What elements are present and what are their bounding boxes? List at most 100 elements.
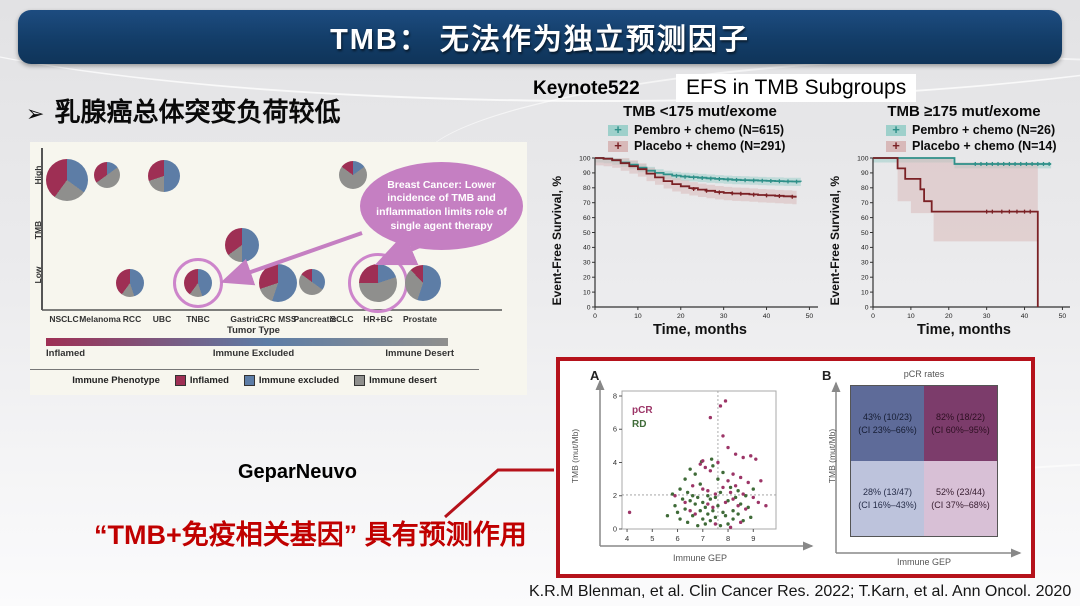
x-axis-label: Tumor Type [227, 325, 280, 336]
gradient-label-desert: Immune Desert [385, 348, 454, 359]
svg-text:10: 10 [907, 313, 915, 320]
pie-ubc [148, 160, 180, 192]
pie-pancreatic [299, 269, 325, 295]
quadrant-top-left: 43% (10/23) (CI 23%–66%) [851, 386, 924, 461]
pie-melanoma [94, 162, 120, 188]
panel-a-label: A [590, 368, 600, 383]
svg-text:50: 50 [806, 313, 814, 320]
svg-text:50: 50 [1059, 313, 1067, 320]
svg-text:50: 50 [861, 230, 869, 237]
category-tnbc: TNBC [186, 314, 210, 324]
svg-text:50: 50 [583, 230, 591, 237]
pembro-swatch: + [608, 123, 628, 136]
scatter-x-axis-label: Immune GEP [672, 553, 728, 563]
immune-phenotype-gradient-bar [46, 338, 448, 346]
svg-text:6: 6 [675, 534, 679, 543]
pie-prostate [405, 265, 441, 301]
svg-text:30: 30 [583, 260, 591, 267]
category-pancreatic: Pancreatic [293, 314, 337, 324]
svg-text:2: 2 [613, 491, 617, 500]
svg-text:4: 4 [625, 534, 629, 543]
pie-crc-mss [259, 264, 297, 302]
bullet-arrow-icon: ➢ [26, 101, 45, 126]
svg-text:60: 60 [583, 215, 591, 222]
category-melanoma: Melanoma [79, 314, 121, 324]
y-tick-high: High [33, 165, 43, 185]
svg-text:9: 9 [751, 534, 755, 543]
bullet-line: ➢ 乳腺癌总体突变负荷较低 [26, 92, 340, 129]
quadrant-title: pCR rates [903, 369, 945, 379]
legend-item-inflamed: Inflamed [174, 375, 229, 386]
tmb-gep-scatter: 0 2 4 6 8 4 5 6 7 8 9 [595, 379, 814, 551]
immune-phenotype-legend: Immune Phenotype Inflamed Immune exclude… [30, 375, 479, 386]
pie-nsclc [46, 159, 88, 201]
citation: K.R.M Blenman, et al. Clin Cancer Res. 2… [529, 583, 1072, 600]
slide-title: TMB： 无法作为独立预测因子 [330, 24, 750, 56]
svg-text:0: 0 [587, 304, 591, 311]
km-high-title: TMB ≥175 mut/exome [887, 103, 1041, 120]
category-sclc: SCLC [330, 314, 354, 324]
svg-text:8: 8 [726, 534, 730, 543]
svg-text:10: 10 [861, 289, 869, 296]
scatter-legend-rd: RD [632, 419, 647, 430]
svg-text:90: 90 [583, 170, 591, 177]
legend-item-excluded: Immune excluded [243, 375, 339, 386]
svg-text:20: 20 [677, 313, 685, 320]
quadrant-grid: 43% (10/23) (CI 23%–66%) 82% (18/22) (CI 6… [850, 385, 998, 537]
km-high-x-axis-label: Time, months [917, 322, 1011, 338]
placebo-swatch: + [886, 139, 906, 152]
km-low-legend: + Pembro + chemo (N=615) + Placebo + chemo… [608, 123, 832, 153]
placebo-swatch: + [608, 139, 628, 152]
km-plot-tmb-low: Event-Free Survival, % TMB <175 mut/exom… [550, 103, 832, 338]
pie-gastric [225, 228, 259, 262]
km-plot-tmb-high: Event-Free Survival, % TMB ≥175 mut/exom… [828, 103, 1080, 338]
breast-cancer-annotation: Breast Cancer: Lower incidence of TMB an… [360, 162, 523, 250]
svg-text:5: 5 [650, 534, 654, 543]
gradient-label-excluded: Immune Excluded [212, 348, 295, 359]
category-gastric: Gastric [230, 314, 260, 324]
legend-pembro: + Pembro + chemo (N=615) [608, 123, 832, 137]
legend-placebo: + Placebo + chemo (N=14) [886, 139, 1080, 153]
svg-text:90: 90 [861, 170, 869, 177]
svg-text:6: 6 [613, 425, 617, 434]
pie-sclc [339, 161, 367, 189]
red-claim-text: “TMB+免疫相关基因” 具有预测作用 [94, 520, 527, 550]
svg-text:8: 8 [613, 391, 617, 400]
quadrant-y-axis-label: TMB (mut/Mb) [827, 428, 837, 484]
bubble-chart-axes [41, 148, 502, 311]
legend-placebo: + Placebo + chemo (N=291) [608, 139, 832, 153]
svg-text:40: 40 [763, 313, 771, 320]
scatter-legend-pcr: pCR [632, 405, 653, 416]
legend-pembro: + Pembro + chemo (N=26) [886, 123, 1080, 137]
svg-text:30: 30 [983, 313, 991, 320]
pie-tnbc [184, 269, 212, 297]
pembro-swatch: + [886, 123, 906, 136]
quadrant-axes-arrows [831, 381, 1022, 558]
category-nsclc: NSCLC [49, 314, 79, 324]
desert-swatch [354, 375, 366, 386]
quadrant-x-axis-label: Immune GEP [896, 557, 952, 567]
svg-text:30: 30 [720, 313, 728, 320]
svg-text:100: 100 [579, 155, 591, 162]
svg-text:20: 20 [861, 275, 869, 282]
km-low-title: TMB <175 mut/exome [623, 103, 777, 120]
legend-title: Immune Phenotype [72, 375, 160, 386]
svg-text:40: 40 [861, 245, 869, 252]
svg-text:4: 4 [613, 458, 617, 467]
category-crc-mss: CRC MSS [257, 314, 297, 324]
inflamed-swatch [174, 375, 186, 386]
svg-text:10: 10 [583, 289, 591, 296]
panel-b-label: B [822, 368, 832, 383]
svg-text:0: 0 [865, 304, 869, 311]
svg-text:0: 0 [593, 313, 597, 320]
category-rcc: RCC [122, 314, 142, 324]
quadrant-bottom-right: 52% (23/44) (CI 37%–68%) [924, 461, 997, 536]
legend-item-desert: Immune desert [354, 375, 437, 386]
slide-title-bar: TMB： 无法作为独立预测因子 [18, 10, 1062, 64]
scatter-y-axis-label: TMB (mut/Mb) [570, 428, 580, 484]
svg-text:20: 20 [583, 275, 591, 282]
svg-text:7: 7 [701, 534, 705, 543]
pie-hr-bc [359, 264, 397, 302]
svg-text:80: 80 [583, 185, 591, 192]
